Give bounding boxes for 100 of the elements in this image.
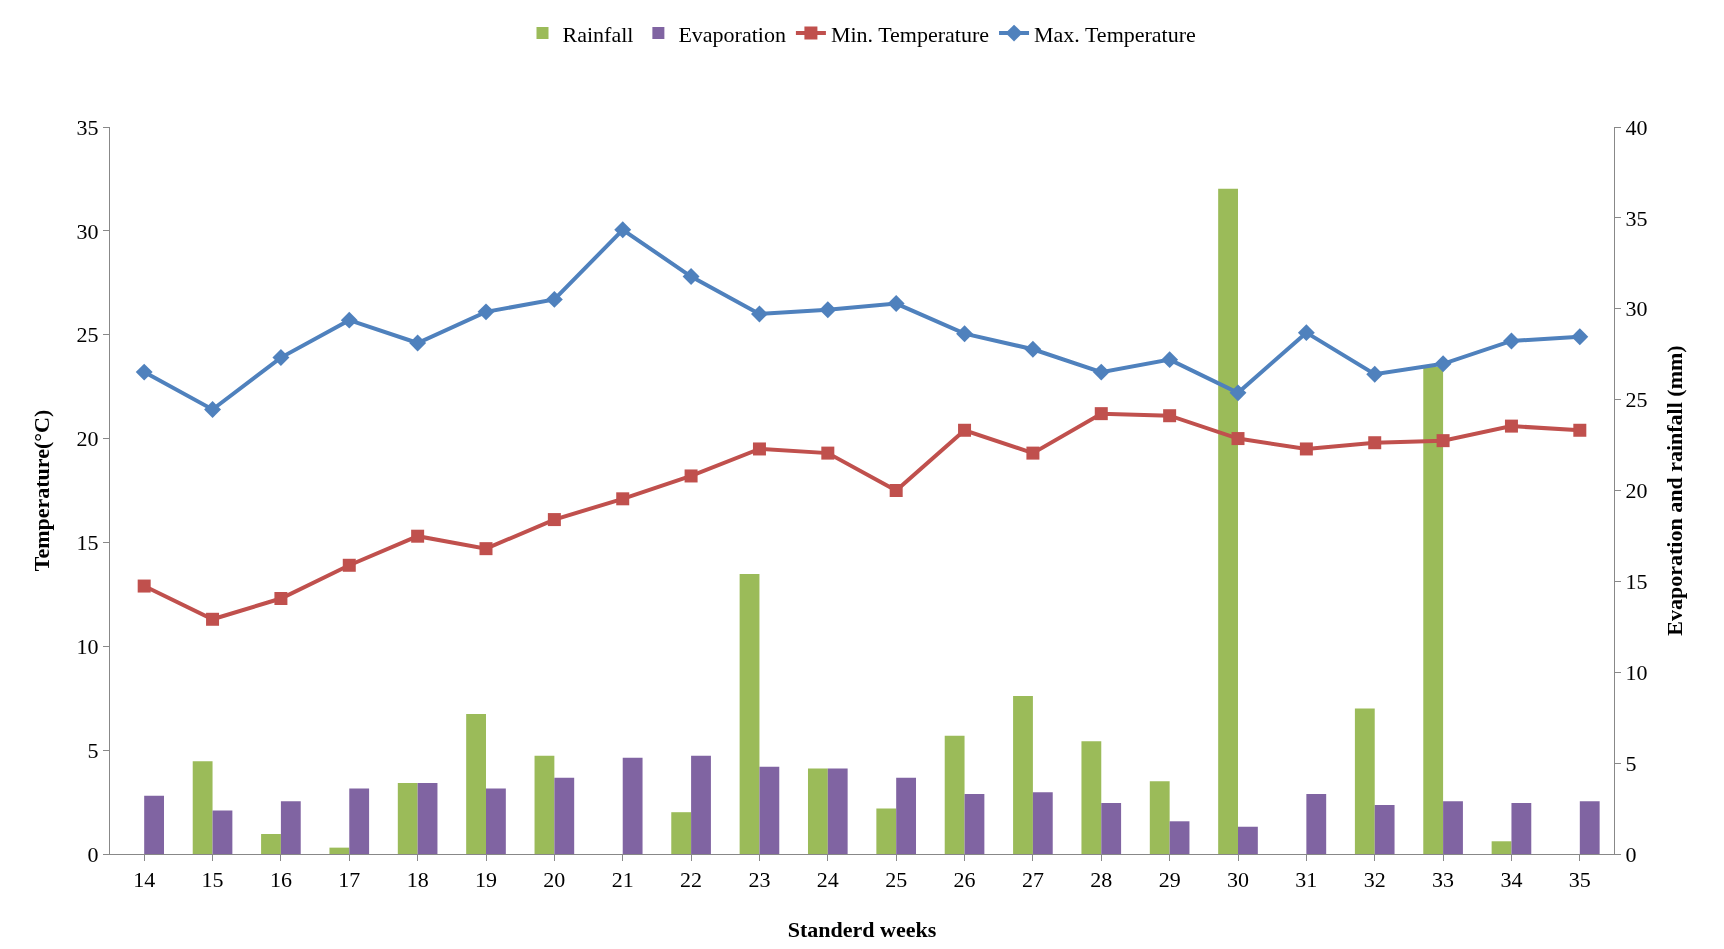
x-tick-label: 17 — [338, 867, 361, 893]
point — [1504, 419, 1518, 433]
bar — [329, 847, 350, 854]
point — [135, 363, 153, 381]
point — [1024, 340, 1042, 358]
point — [682, 268, 700, 285]
bar — [466, 714, 486, 854]
point — [1231, 432, 1245, 446]
bar — [486, 788, 506, 854]
point — [887, 295, 905, 313]
y2-axis-title: Evaporation and rainfall (mm) — [1662, 345, 1688, 636]
point — [1299, 442, 1313, 456]
point — [1161, 351, 1179, 369]
legend-label: Rainfall — [562, 21, 634, 47]
x-tick-label: 20 — [543, 867, 566, 893]
y2-tick-label: 25 — [1625, 387, 1648, 413]
bar — [261, 834, 281, 854]
point — [137, 579, 151, 593]
x-tick-label: 26 — [953, 867, 976, 893]
point — [821, 446, 835, 460]
point — [1026, 446, 1040, 460]
point — [206, 612, 220, 626]
point — [1571, 328, 1589, 346]
bar — [1101, 803, 1122, 854]
bar — [876, 808, 897, 854]
bar — [691, 755, 711, 854]
point — [272, 349, 290, 367]
point — [1503, 332, 1520, 350]
bar — [759, 766, 780, 854]
x-tick-label: 15 — [201, 867, 224, 893]
bar — [1374, 804, 1395, 854]
bar — [1169, 821, 1190, 854]
point — [889, 484, 903, 497]
bar — [417, 783, 438, 854]
bar — [807, 768, 828, 854]
bar — [144, 795, 165, 854]
bar — [1081, 741, 1102, 854]
x-tick-label: 32 — [1363, 867, 1386, 893]
y2-tick-label: 10 — [1625, 659, 1648, 685]
bar — [622, 757, 643, 854]
point — [752, 442, 766, 456]
bar — [534, 755, 555, 854]
x-tick-label: 18 — [406, 867, 429, 893]
y-axis-title: Temperature(°C) — [29, 409, 55, 572]
x-tick-label: 29 — [1158, 867, 1181, 893]
point — [479, 542, 493, 556]
y-tick-label: 20 — [76, 426, 99, 452]
bar — [896, 777, 917, 854]
point — [409, 334, 427, 352]
bar — [1149, 781, 1170, 854]
point — [616, 492, 630, 506]
x-tick-label: 22 — [680, 867, 703, 893]
point — [1297, 324, 1315, 342]
point — [411, 529, 425, 543]
x-tick-label: 28 — [1090, 867, 1113, 893]
bar — [1443, 801, 1463, 854]
bar — [944, 735, 965, 854]
bar — [212, 810, 233, 854]
bar — [1511, 803, 1532, 854]
bar — [554, 777, 575, 854]
x-tick-label: 34 — [1500, 867, 1523, 893]
point — [1366, 365, 1384, 383]
y2-tick-label: 15 — [1625, 569, 1648, 595]
bar — [1218, 188, 1238, 854]
bar — [280, 801, 301, 854]
x-tick-label: 14 — [133, 867, 156, 893]
point — [1229, 384, 1247, 402]
x-tick-label: 19 — [475, 867, 497, 893]
point — [547, 513, 561, 527]
y-tick-label: 10 — [76, 633, 99, 659]
x-tick-label: 25 — [885, 867, 908, 893]
point — [1436, 434, 1450, 448]
bar — [192, 761, 213, 854]
bar — [1579, 801, 1600, 854]
point — [477, 303, 495, 321]
y2-tick-label: 0 — [1625, 841, 1637, 867]
bar — [1354, 708, 1375, 854]
legend-label: Min. Temperature — [830, 21, 990, 47]
point — [274, 592, 288, 606]
y2-tick-label: 20 — [1625, 478, 1648, 504]
x-tick-label: 24 — [816, 867, 839, 893]
y-tick-label: 0 — [87, 841, 99, 867]
point — [342, 558, 356, 572]
x-tick-label: 33 — [1432, 867, 1455, 893]
bar — [1013, 695, 1033, 854]
x-tick-label: 16 — [269, 867, 292, 893]
x-tick-label: 31 — [1295, 867, 1318, 893]
legend-label: Max. Temperature — [1034, 21, 1196, 47]
y2-tick-label: 40 — [1625, 114, 1648, 140]
x-tick-label: 21 — [611, 867, 634, 893]
point — [1573, 423, 1587, 437]
point — [1163, 409, 1177, 423]
bar — [739, 574, 760, 854]
point — [545, 290, 563, 308]
bar — [827, 768, 848, 854]
x-tick-label: 30 — [1227, 867, 1249, 893]
point — [958, 423, 972, 437]
point — [1368, 436, 1382, 450]
point — [340, 311, 358, 329]
bar — [671, 812, 692, 854]
